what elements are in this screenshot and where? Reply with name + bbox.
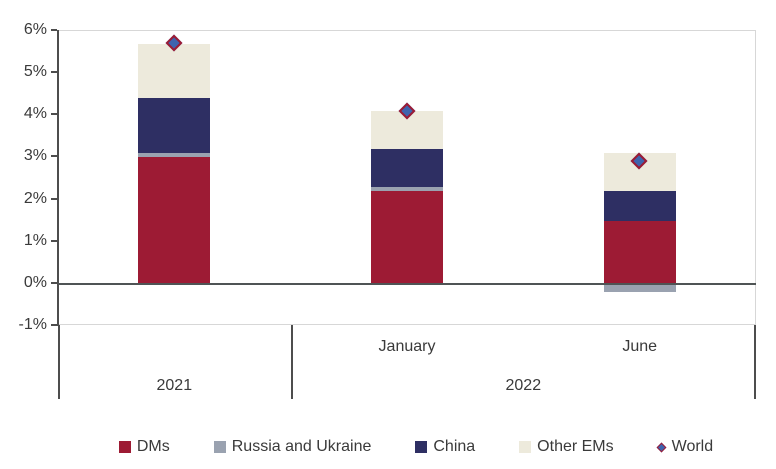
bar-segment-russia-and-ukraine (371, 186, 443, 192)
legend-item-russia-and-ukraine: Russia and Ukraine (213, 438, 372, 456)
x-axis-month-label: June (622, 338, 658, 355)
x-axis: January June 2021 2022 (58, 325, 756, 399)
x-axis-month-label: January (378, 338, 436, 355)
x-axis-separator (290, 325, 293, 399)
y-tick-label: 1% (23, 231, 47, 249)
bar-segment-dms (138, 157, 211, 284)
legend-label: Other EMs (537, 438, 614, 455)
legend-item-china: China (415, 438, 475, 456)
y-tick-label: 4% (23, 105, 47, 123)
legend: DMs Russia and Ukraine China Other EMs World (0, 433, 776, 461)
legend-item-world: World (656, 438, 714, 456)
dms-swatch-icon (118, 441, 131, 453)
other-ems-swatch-icon (519, 441, 532, 453)
y-axis-line (57, 30, 59, 326)
legend-label: DMs (136, 438, 170, 455)
bar-segment-china (138, 98, 211, 154)
bar-segment-dms (603, 220, 676, 284)
y-tick-mark (51, 29, 57, 31)
y-tick-label: 6% (23, 21, 47, 38)
world-diamond-icon (656, 442, 667, 452)
china-swatch-icon (415, 441, 428, 453)
x-axis-year-label: 2022 (505, 377, 542, 394)
x-axis-separator (58, 325, 60, 399)
y-tick-mark (51, 239, 57, 242)
y-tick-label: 2% (23, 189, 47, 207)
y-tick-mark (51, 71, 57, 74)
legend-label: Russia and Ukraine (231, 438, 372, 455)
y-tick-mark (51, 113, 57, 116)
x-axis-separator (754, 325, 756, 399)
bar-segment-other-ems (138, 43, 211, 99)
bar-segment-china (371, 149, 443, 187)
y-tick-label: 0% (23, 273, 47, 291)
zero-baseline (58, 282, 756, 285)
y-tick-mark (51, 281, 57, 284)
y-tick-mark (51, 197, 57, 200)
y-tick-mark (51, 324, 57, 326)
x-axis-year-label: 2021 (156, 377, 193, 394)
bar-segment-russia-and-ukraine (138, 153, 211, 158)
bar-segment-china (603, 191, 676, 221)
y-tick-mark (51, 155, 57, 158)
legend-item-dms: DMs (118, 438, 170, 456)
legend-label: China (433, 438, 476, 455)
bar-segment-dms (371, 191, 443, 284)
plot-area (58, 30, 756, 325)
legend-label: World (671, 438, 714, 455)
y-tick-label: 3% (23, 147, 47, 165)
y-tick-label: 5% (23, 63, 47, 81)
russia-and-ukraine-swatch-icon (213, 441, 226, 453)
legend-item-other-ems: Other EMs (519, 438, 614, 456)
bar-segment-russia-and-ukraine (603, 283, 676, 293)
y-tick-label: -1% (18, 316, 47, 333)
